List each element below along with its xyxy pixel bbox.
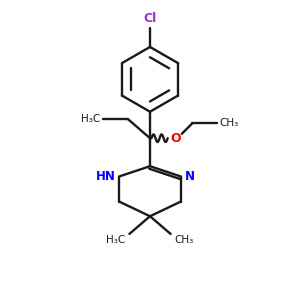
Text: HN: HN <box>96 170 116 183</box>
Text: CH₃: CH₃ <box>174 235 194 245</box>
Text: CH₃: CH₃ <box>220 118 239 128</box>
Text: Cl: Cl <box>143 13 157 26</box>
Text: H₃C: H₃C <box>106 235 126 245</box>
Text: H₃C: H₃C <box>81 114 101 124</box>
Text: N: N <box>184 170 194 183</box>
Text: O: O <box>171 132 181 145</box>
